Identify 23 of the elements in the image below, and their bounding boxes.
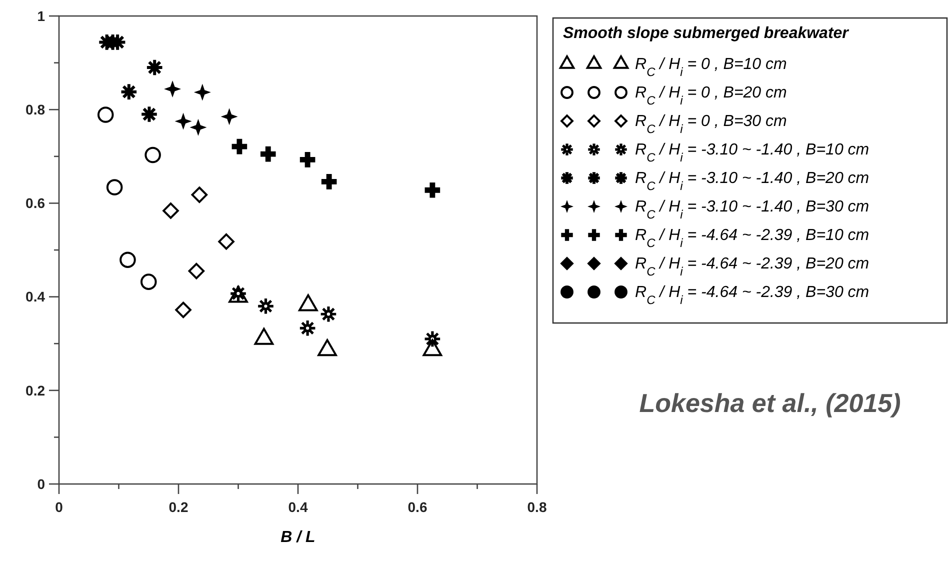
y-tick-label: 0.8 xyxy=(26,102,46,118)
y-tick-label: 0.4 xyxy=(26,288,46,305)
y-tick-label: 0.2 xyxy=(26,382,46,398)
legend-label: R$_{C}$ / H$_{i}$ = -4.64 ~ -2.39 , B=30 cm xyxy=(635,284,870,307)
x-tick-label: 0.2 xyxy=(168,499,188,515)
legend-label: R$_{C}$ / H$_{i}$ = 0 , B=20 cm xyxy=(635,84,787,108)
legend-label: R$_{C}$ / H$_{i}$ = -3.10 ~ -1.40 , B=10 cm xyxy=(635,142,870,164)
x-axis-title: B / L xyxy=(280,529,316,546)
x-tick-label: 0 xyxy=(55,499,64,515)
text: Lokesha et al., (2015) xyxy=(639,388,901,418)
legend-label: R$_{C}$ / H$_{i}$ = -3.10 ~ -1.40 , B=20 cm xyxy=(635,170,870,193)
y-tick-label: 0 xyxy=(37,476,46,492)
legend-label: R$_{C}$ / H$_{i}$ = 0 , B=10 cm xyxy=(635,56,787,79)
legend-label: R$_{C}$ / H$_{i}$ = -3.10 ~ -1.40 , B=30 cm xyxy=(635,198,870,222)
legend-title: Smooth slope submerged breakwater xyxy=(563,25,850,42)
x-tick-label: 0.4 xyxy=(288,499,308,515)
x-tick-label: 0.6 xyxy=(408,499,428,515)
y-tick-label: 0.6 xyxy=(26,195,46,212)
y-tick-label: 1 xyxy=(37,8,46,24)
legend-label: R$_{C}$ / H$_{i}$ = -4.64 ~ -2.39 , B=10 cm xyxy=(635,227,870,250)
legend-label: R$_{C}$ / H$_{i}$ = 0 , B=30 cm xyxy=(635,113,787,136)
legend-label: R$_{C}$ / H$_{i}$ = -4.64 ~ -2.39 , B=20 cm xyxy=(635,256,870,278)
x-tick-label: 0.8 xyxy=(527,499,547,515)
